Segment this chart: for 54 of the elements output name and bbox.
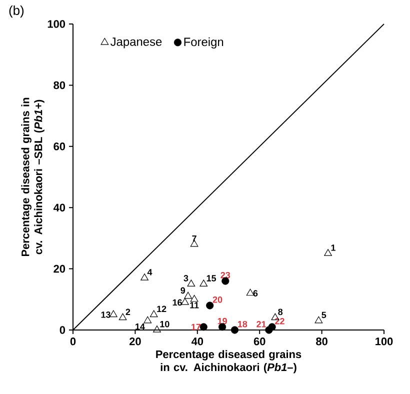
point xyxy=(150,310,158,318)
point xyxy=(206,302,214,310)
point xyxy=(190,294,198,302)
point xyxy=(314,316,323,324)
text: (b) xyxy=(9,6,24,18)
y-tick-label: 80 xyxy=(54,81,66,90)
point xyxy=(181,298,189,305)
annotation: 5 xyxy=(322,312,326,318)
annotation: 8 xyxy=(278,308,283,316)
y-tick-label: 40 xyxy=(53,204,66,212)
point xyxy=(184,292,192,299)
point xyxy=(230,326,239,334)
annotation: 21 xyxy=(256,321,266,328)
legend-label: Foreign xyxy=(184,37,224,49)
annotation: 23 xyxy=(220,272,230,278)
x-axis-title: Percentage diseased grains in cv. Aichinokaori (Pb1–) xyxy=(156,350,302,374)
x-tick-label: 40 xyxy=(191,338,204,346)
x-tick-label: 100 xyxy=(376,338,393,346)
annotation: 13 xyxy=(101,312,110,318)
annotation: 1 xyxy=(331,244,336,251)
annotation: 19 xyxy=(218,318,227,324)
y-tick-label: 100 xyxy=(48,20,66,28)
annotation: 22 xyxy=(275,318,284,324)
annotation: 3 xyxy=(184,275,188,282)
annotation: 12 xyxy=(157,306,166,312)
point xyxy=(268,323,276,331)
point xyxy=(110,310,118,318)
point xyxy=(187,280,196,286)
annotation: 18 xyxy=(238,320,248,328)
legend-label: Japanese xyxy=(110,38,162,48)
annotation: 9 xyxy=(180,287,186,294)
point xyxy=(200,280,208,286)
point xyxy=(140,273,148,280)
annotation: 15 xyxy=(206,275,216,282)
y-tick-label: 20 xyxy=(54,264,66,273)
x-tick-label: 20 xyxy=(129,338,141,346)
annotation: 16 xyxy=(172,299,182,306)
annotation: 10 xyxy=(160,320,170,328)
y-tick-label: 60 xyxy=(54,142,66,150)
point xyxy=(324,249,332,256)
annotation: 7 xyxy=(192,235,196,242)
x-tick-label: 80 xyxy=(316,338,328,346)
annotation: 20 xyxy=(212,296,222,303)
annotation: 11 xyxy=(190,302,199,308)
point xyxy=(118,313,127,320)
annotation: 2 xyxy=(126,308,130,316)
x-tick-label: 60 xyxy=(254,338,266,346)
annotation: 6 xyxy=(253,290,258,296)
annotation: 4 xyxy=(147,269,152,276)
x-tick-label: 0 xyxy=(70,338,76,346)
point xyxy=(144,316,152,324)
point xyxy=(153,326,161,332)
y-tick-label: 0 xyxy=(60,326,66,334)
annotation: 17 xyxy=(192,324,201,330)
